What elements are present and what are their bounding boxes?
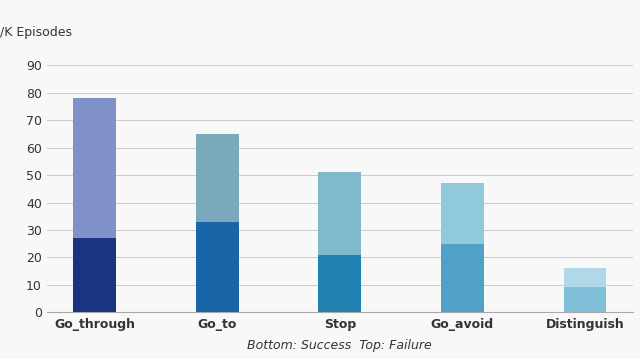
Bar	[563, 268, 606, 288]
Bar	[74, 238, 116, 312]
Bar	[196, 134, 239, 222]
Bar	[563, 288, 606, 312]
Bar	[196, 222, 239, 312]
Bar	[74, 98, 116, 238]
Bar	[441, 244, 484, 312]
X-axis label: Bottom: Success  Top: Failure: Bottom: Success Top: Failure	[248, 339, 432, 352]
Bar	[318, 172, 362, 255]
Text: /K Episodes: /K Episodes	[0, 26, 72, 39]
Bar	[441, 183, 484, 244]
Bar	[318, 255, 362, 312]
